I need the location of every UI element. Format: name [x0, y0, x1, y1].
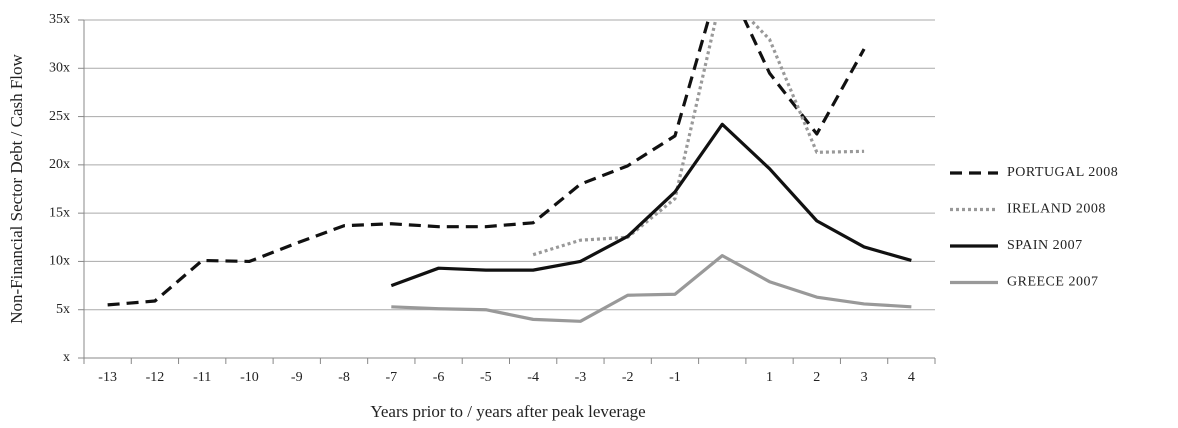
y-tick-label: 5x [56, 302, 70, 317]
y-tick-label: 30x [49, 61, 70, 76]
x-tick-label: -1 [669, 370, 681, 385]
x-tick-label: 2 [813, 370, 820, 385]
x-tick-label: 4 [908, 370, 915, 385]
plot-area [107, 20, 912, 323]
series-line [107, 20, 866, 307]
x-tick-label: -6 [433, 370, 445, 385]
y-tick-label: x [63, 350, 70, 365]
x-tick-label: -3 [575, 370, 587, 385]
x-tick-label: -9 [291, 370, 303, 385]
x-tick-label: -10 [240, 370, 259, 385]
y-tick-label: 10x [49, 254, 70, 269]
legend-label: SPAIN 2007 [1007, 238, 1083, 253]
y-axis-title: Non-Financial Sector Debt / Cash Flow [7, 53, 26, 323]
legend-label: GREECE 2007 [1007, 275, 1098, 290]
x-tick-label: -4 [527, 370, 539, 385]
x-tick-label: 3 [861, 370, 868, 385]
y-tick-label: 35x [49, 12, 70, 27]
series-line [532, 20, 865, 257]
y-tick-label: 20x [49, 157, 70, 172]
x-tick-label: -7 [385, 370, 397, 385]
x-tick-label: -8 [338, 370, 350, 385]
x-tick-label: 1 [766, 370, 773, 385]
x-tick-label: -2 [622, 370, 634, 385]
legend-label: IRELAND 2008 [1007, 202, 1106, 217]
legend-label: PORTUGAL 2008 [1007, 165, 1118, 180]
series-line [391, 254, 912, 323]
y-tick-label: 25x [49, 109, 70, 124]
x-tick-label: -11 [193, 370, 211, 385]
x-tick-label: -5 [480, 370, 492, 385]
x-tick-label: -12 [146, 370, 165, 385]
y-tick-label: 15x [49, 205, 70, 220]
x-axis-title: Years prior to / years after peak levera… [370, 402, 645, 421]
x-tick-label: -13 [98, 370, 117, 385]
series-line [390, 122, 912, 288]
